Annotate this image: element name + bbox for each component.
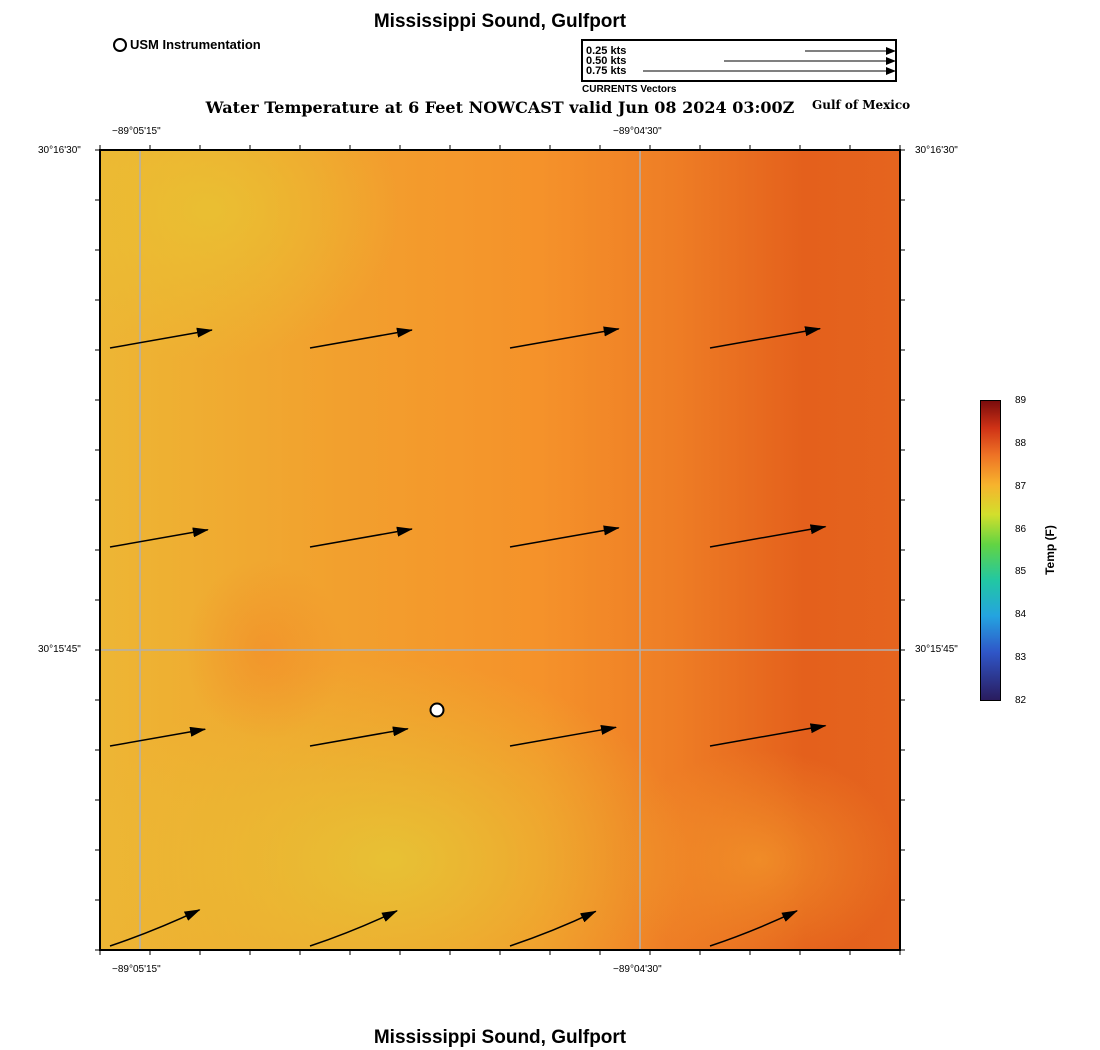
current-vector-arrow bbox=[109, 726, 207, 747]
vector-legend-caption: CURRENTS Vectors bbox=[582, 84, 677, 95]
y-tick-left-2: 30°15'45" bbox=[38, 644, 81, 655]
usm-legend-label: USM Instrumentation bbox=[130, 37, 261, 52]
current-vector-arrow bbox=[309, 327, 413, 349]
current-vector-arrow bbox=[309, 726, 409, 747]
warm-region-southeast bbox=[620, 750, 900, 950]
current-vector-arrow bbox=[109, 909, 201, 947]
current-vector-arrow bbox=[309, 526, 413, 548]
current-vector-arrow bbox=[509, 724, 617, 747]
region-label: Gulf of Mexico bbox=[812, 98, 911, 112]
colorbar-tick-88: 88 bbox=[1015, 438, 1027, 449]
colorbar-tick-83: 83 bbox=[1015, 652, 1027, 663]
y-tick-right-2: 30°15'45" bbox=[915, 644, 958, 655]
x-tick-bottom-1: −89°05'15" bbox=[112, 964, 161, 975]
current-vector-arrow bbox=[509, 910, 597, 947]
x-tick-top-1: −89°05'15" bbox=[112, 126, 161, 137]
colorbar-title: Temp (F) bbox=[1043, 525, 1057, 575]
cool-region-south bbox=[100, 660, 690, 950]
x-tick-top-2: −89°04'30" bbox=[613, 126, 662, 137]
current-vector-arrow bbox=[309, 910, 398, 947]
vector-legend-label-050: 0.50 kts bbox=[586, 55, 627, 67]
map-title-bottom: Mississippi Sound, Gulfport bbox=[373, 1027, 627, 1048]
map-title: Mississippi Sound, Gulfport bbox=[373, 11, 627, 32]
current-vector-arrow bbox=[709, 524, 827, 548]
y-tick-right-1: 30°16'30" bbox=[915, 145, 958, 156]
current-vector-arrow bbox=[109, 527, 209, 548]
currents-vector-legend: 0.25 kts 0.50 kts 0.75 kts bbox=[581, 39, 897, 82]
colorbar-tick-89: 89 bbox=[1015, 395, 1027, 406]
map-ticks bbox=[95, 145, 905, 955]
cool-region-north bbox=[100, 150, 400, 360]
station-marker-icon bbox=[113, 37, 127, 52]
vector-legend-label-025: 0.25 kts bbox=[586, 45, 627, 57]
y-tick-left-1: 30°16'30" bbox=[38, 145, 81, 156]
current-vector-arrow bbox=[709, 910, 798, 947]
colorbar-tick-85: 85 bbox=[1015, 566, 1027, 577]
x-tick-bottom-2: −89°04'30" bbox=[613, 964, 662, 975]
current-vector-arrow bbox=[109, 327, 213, 349]
current-vector-arrow bbox=[509, 525, 620, 548]
colorbar-tick-82: 82 bbox=[1015, 695, 1027, 706]
vector-legend-label-075: 0.75 kts bbox=[586, 65, 627, 77]
current-vectors bbox=[109, 326, 827, 947]
usm-station-marker bbox=[429, 702, 445, 718]
map-subtitle: Water Temperature at 6 Feet NOWCAST vali… bbox=[205, 98, 795, 117]
current-vector-arrow bbox=[709, 723, 827, 747]
colorbar-tick-87: 87 bbox=[1015, 481, 1027, 492]
current-vector-arrow bbox=[709, 326, 822, 349]
colorbar-tick-86: 86 bbox=[1015, 524, 1027, 535]
vector-legend-arrows bbox=[643, 47, 895, 75]
colorbar-tick-84: 84 bbox=[1015, 609, 1027, 620]
current-vector-arrow bbox=[509, 326, 620, 349]
usm-legend: USM Instrumentation bbox=[113, 37, 261, 52]
temperature-colorbar bbox=[980, 400, 1001, 701]
